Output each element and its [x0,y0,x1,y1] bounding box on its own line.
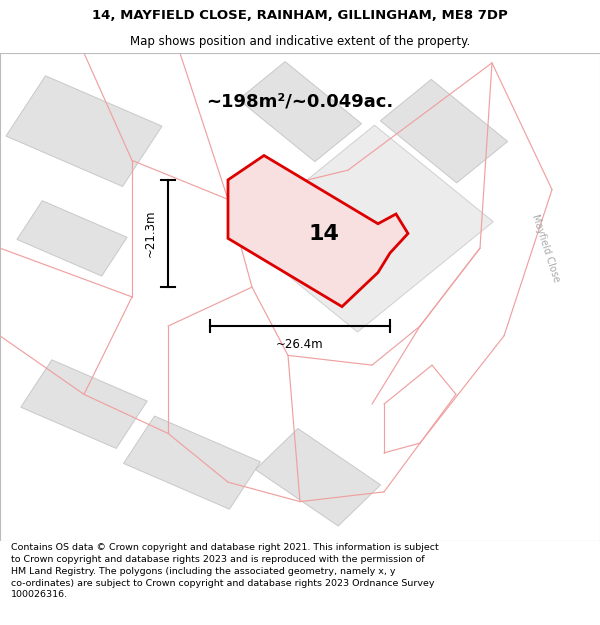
Polygon shape [256,429,380,526]
Polygon shape [6,76,162,186]
Text: ~198m²/~0.049ac.: ~198m²/~0.049ac. [206,93,394,111]
Polygon shape [380,79,508,183]
Text: Contains OS data © Crown copyright and database right 2021. This information is : Contains OS data © Crown copyright and d… [11,543,439,599]
Polygon shape [21,360,147,448]
Text: Map shows position and indicative extent of the property.: Map shows position and indicative extent… [130,35,470,48]
Polygon shape [17,201,127,276]
Text: ~21.3m: ~21.3m [144,210,157,258]
Polygon shape [124,416,260,509]
Text: 14: 14 [308,224,340,244]
Text: Mayfield Close: Mayfield Close [530,213,562,283]
Polygon shape [239,125,493,332]
Text: ~26.4m: ~26.4m [276,338,324,351]
Polygon shape [238,62,362,162]
Polygon shape [228,156,408,307]
Text: 14, MAYFIELD CLOSE, RAINHAM, GILLINGHAM, ME8 7DP: 14, MAYFIELD CLOSE, RAINHAM, GILLINGHAM,… [92,9,508,22]
